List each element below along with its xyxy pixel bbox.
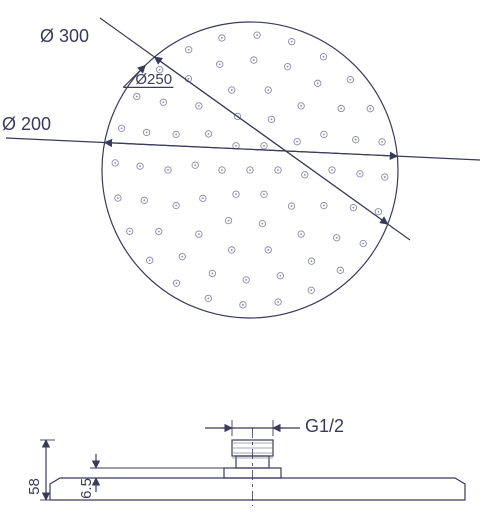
diameter-250-label: Ø250 bbox=[135, 71, 172, 88]
diameter-200-label: Ø 200 bbox=[2, 114, 51, 135]
height-58-label: 58 bbox=[26, 478, 43, 495]
gap-6-5-label: 6.5 bbox=[78, 478, 95, 499]
thread-label: G1/2 bbox=[305, 416, 344, 437]
diameter-300-label: Ø 300 bbox=[40, 26, 89, 47]
diagram-svg bbox=[0, 0, 500, 514]
technical-drawing: Ø 300 Ø 200 Ø250 G1/2 58 6.5 bbox=[0, 0, 500, 514]
